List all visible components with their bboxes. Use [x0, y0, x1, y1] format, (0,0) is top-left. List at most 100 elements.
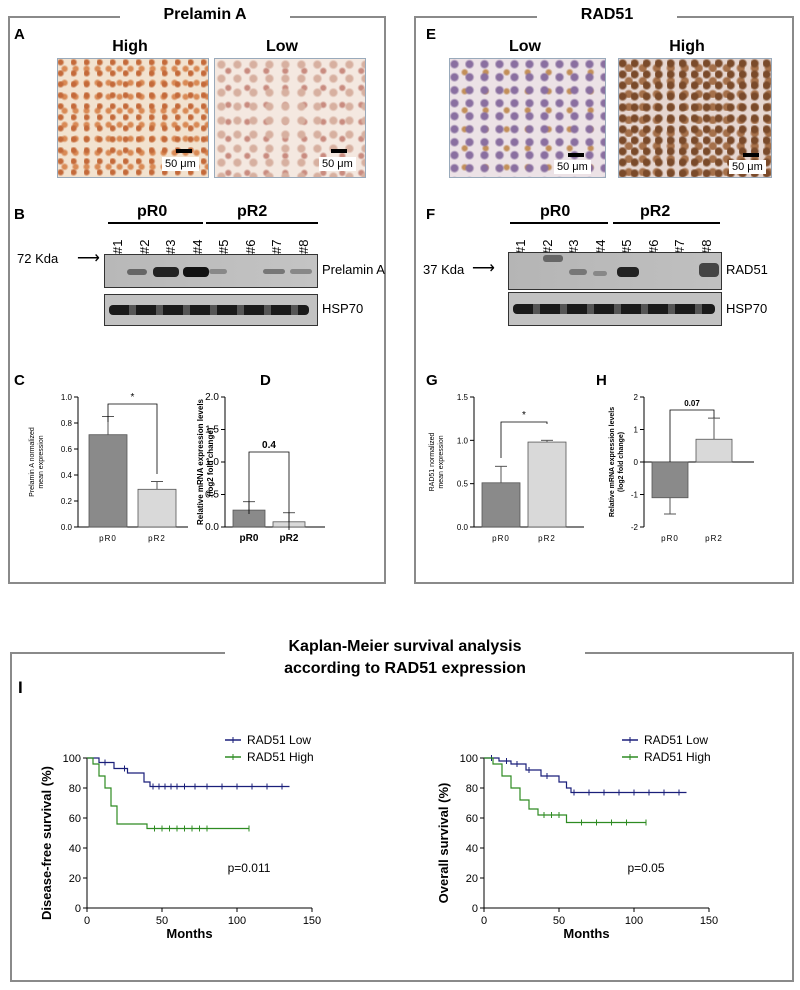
- x-tick-label: 50: [553, 915, 565, 927]
- chart-rad51-mrna: Relative mRNA expression levels (log2 fol…: [609, 393, 754, 543]
- survival-curve-high: [87, 757, 249, 830]
- significance-bracket: [248, 451, 290, 530]
- y-axis-label-text: Relative mRNA expression levels: [196, 398, 205, 525]
- y-axis-label-text: Disease-free survival (%): [39, 766, 54, 920]
- x-tick-label: 150: [700, 915, 718, 927]
- y-axis-label: Prelamin A normalized mean expression: [29, 427, 45, 497]
- kda-label: 72 Kda: [17, 251, 59, 266]
- scale-label: 50 μm: [319, 157, 356, 171]
- x-category-label: pR0: [240, 533, 259, 544]
- group-label-pr0: pR0: [540, 203, 571, 220]
- survival-curve-low: [484, 757, 687, 794]
- significance-label: *: [131, 392, 135, 403]
- band-label-prelamin: Prelamin A: [322, 262, 385, 277]
- y-tick-label: 0: [634, 458, 639, 467]
- panel-letter-f: F: [426, 206, 436, 223]
- scale-label: 50 μm: [162, 157, 199, 171]
- x-category-label: pR2: [148, 534, 166, 543]
- y-tick-label: 0.0: [61, 523, 73, 532]
- rad51-high-label: High: [669, 38, 705, 55]
- band-label-hsp70: HSP70: [322, 301, 364, 316]
- panel-letter-b: B: [14, 206, 25, 223]
- panel-letter-d: D: [260, 372, 271, 389]
- micrograph-prelamin-high: 50 μm: [57, 58, 209, 178]
- scale-bar: [743, 153, 759, 157]
- scale-label: 50 μm: [554, 160, 591, 174]
- micrograph-prelamin-low: 50 μm: [214, 58, 366, 178]
- y-axis-label-text: mean expression: [438, 435, 445, 488]
- bar: [651, 461, 689, 499]
- km-title-line2: according to RAD51 expression: [284, 660, 526, 677]
- bar: [88, 434, 128, 528]
- x-category-label: pR0: [661, 534, 679, 543]
- km-title: Kaplan-Meier survival analysis according…: [225, 636, 585, 680]
- y-tick-label: 0.5: [205, 490, 219, 501]
- western-blot-rad51: [508, 252, 722, 290]
- x-tick-label: 0: [84, 915, 90, 927]
- x-tick-label: 100: [625, 915, 643, 927]
- y-axis-label-text: Prelamin A normalized: [29, 427, 36, 497]
- panel-letter-a: A: [14, 26, 25, 43]
- y-tick-label: 20: [466, 873, 478, 885]
- x-category-label: pR0: [492, 534, 510, 543]
- y-tick-label: 40: [466, 843, 478, 855]
- lane-label: #7: [269, 239, 284, 254]
- prelamin-high-label: High: [112, 38, 148, 55]
- panel-letter-e: E: [426, 26, 437, 43]
- y-tick-label: 1: [634, 426, 639, 435]
- y-tick-label: 0: [472, 903, 478, 915]
- scale-bar: [568, 153, 584, 157]
- kda-label: 37 Kda: [423, 262, 465, 277]
- lane-label: #4: [189, 239, 205, 254]
- km-overall-chart: 0 20 40 60 80 100 0 50 100 150 Months Overall survi…: [436, 733, 718, 941]
- significance-bracket: [500, 421, 548, 458]
- x-category-label: pR2: [538, 534, 556, 543]
- group-underline: [206, 222, 318, 224]
- scale-bar: [176, 149, 192, 153]
- western-blot-hsp70: [508, 292, 722, 326]
- significance-bracket: [107, 403, 158, 474]
- x-tick-label: 150: [303, 915, 321, 927]
- legend-label: RAD51 High: [644, 750, 711, 764]
- panel-letter-i: I: [18, 678, 23, 697]
- y-axis-label-text: mean expression: [38, 435, 45, 488]
- x-category-label: pR2: [280, 533, 299, 544]
- group-underline: [510, 222, 608, 224]
- group-label-pr0: pR0: [137, 203, 168, 220]
- legend-label: RAD51 Low: [644, 733, 708, 747]
- lane-label: #3: [163, 239, 178, 254]
- y-tick-label: 0.0: [205, 522, 219, 533]
- y-axis-label: Relative mRNA expression levels (log2 fol…: [609, 407, 625, 517]
- y-axis-label: Overall survival (%): [436, 783, 451, 904]
- x-tick-label: 100: [228, 915, 246, 927]
- y-axis-label: RAD51 normalized mean expression: [429, 433, 445, 492]
- y-tick-label: 0.4: [61, 471, 73, 480]
- chart-prelamin-mrna: Relative mRNA expression levels (log2 fol…: [196, 392, 325, 544]
- scale-label: 50 μm: [729, 160, 766, 174]
- y-tick-label: 1.0: [61, 393, 73, 402]
- chart-prelamin-protein: Prelamin A normalized mean expression 0.0 0…: [29, 392, 188, 543]
- y-tick-label: -1: [631, 491, 639, 500]
- lane-label: #1: [110, 239, 125, 254]
- significance-label: 0.07: [684, 399, 700, 408]
- x-category-label: pR0: [99, 534, 117, 543]
- bar: [527, 441, 567, 528]
- significance-bracket: [669, 409, 715, 462]
- chart-rad51-protein: RAD51 normalized mean expression 0.0 0.5 1.0…: [429, 393, 584, 543]
- rad51-low-label: Low: [509, 38, 541, 55]
- western-blot-prelamin: [104, 254, 318, 288]
- survival-curve-high: [484, 757, 646, 824]
- group-label-pr2: pR2: [237, 203, 268, 220]
- scale-bar: [331, 149, 347, 153]
- y-tick-label: 0.8: [61, 419, 73, 428]
- y-tick-label: 1.0: [205, 457, 219, 468]
- y-tick-label: 0.6: [61, 445, 73, 454]
- band-label-rad51: RAD51: [726, 262, 768, 277]
- lane-label: #5: [216, 239, 231, 254]
- bar: [137, 488, 177, 528]
- y-axis-label-text: RAD51 normalized: [429, 433, 436, 492]
- bar: [695, 438, 733, 463]
- y-tick-label: 100: [460, 753, 478, 765]
- y-axis-label-text: Overall survival (%): [436, 783, 451, 904]
- y-axis-label: Disease-free survival (%): [39, 766, 54, 920]
